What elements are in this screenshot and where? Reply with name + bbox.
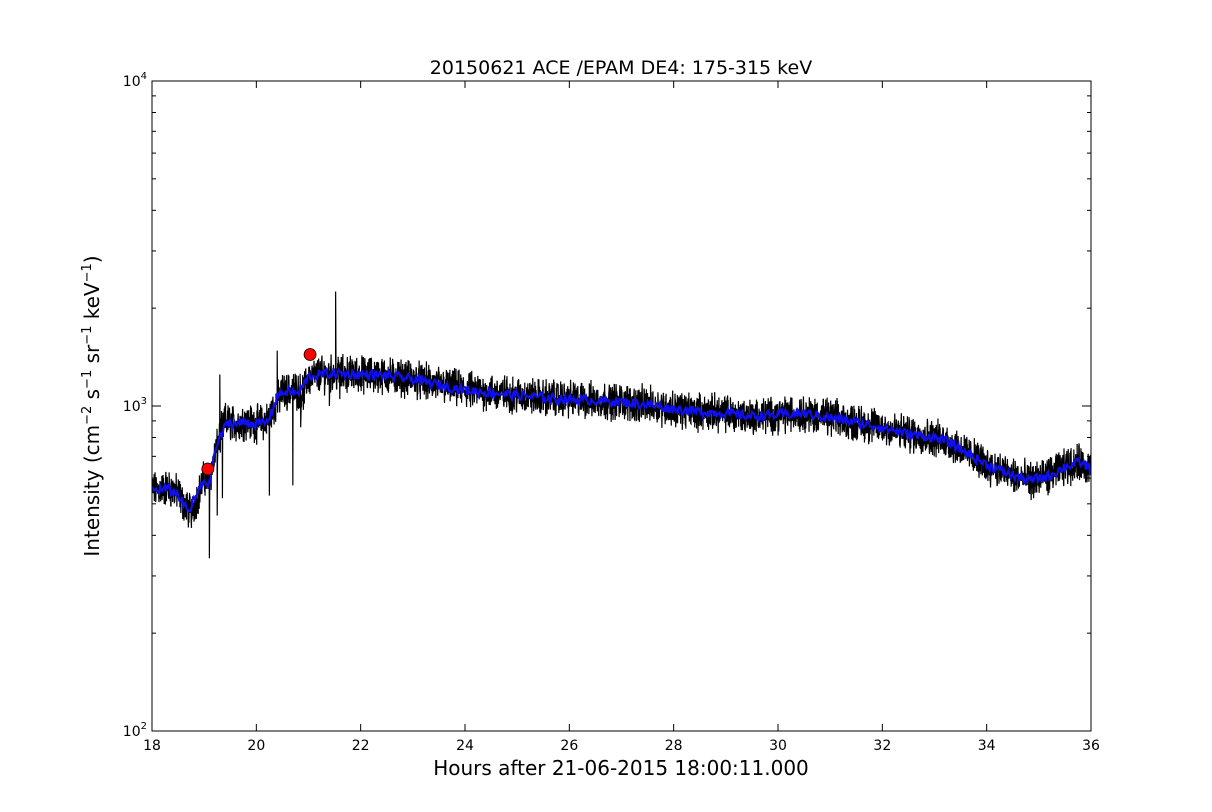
y-label-mid-3: keV (80, 282, 104, 326)
y-label-prefix: Intensity (cm (80, 425, 104, 557)
y-label-exp-4: −1 (80, 263, 95, 282)
y-tick-label: 102 (123, 721, 147, 740)
y-tick-label: 104 (123, 71, 147, 90)
x-tick-label: 32 (873, 738, 891, 754)
chart-title: 20150621 ACE /EPAM DE4: 175-315 keV (430, 57, 812, 79)
series-group (152, 291, 1091, 559)
x-tick-label: 28 (665, 738, 683, 754)
x-tick-label: 18 (143, 738, 161, 754)
y-label-exp-3: −1 (80, 326, 95, 345)
event-marker-1 (201, 462, 215, 476)
x-tick-label: 22 (352, 738, 370, 754)
axes: 18 20 22 24 26 28 30 32 34 36 102 103 104 (123, 71, 1100, 754)
y-label-mid-1: s (80, 389, 104, 406)
x-tick-label: 24 (456, 738, 474, 754)
plot-area (152, 291, 1091, 559)
y-axis-label: Intensity (cm−2 s−1 sr−1 keV−1) (80, 255, 104, 556)
raw-intensity-line (152, 291, 1091, 559)
x-tick-label: 34 (978, 738, 996, 754)
y-label-suffix: ) (80, 255, 104, 263)
x-axis-label: Hours after 21-06-2015 18:00:11.000 (433, 756, 809, 780)
x-tick-label: 20 (247, 738, 265, 754)
event-marker-2 (303, 348, 317, 361)
smoothed-intensity-line (152, 366, 1091, 513)
x-tick-label: 30 (769, 738, 787, 754)
x-tick-label: 36 (1082, 738, 1100, 754)
y-label-mid-2: sr (80, 344, 104, 370)
y-label-exp-2: −1 (80, 370, 95, 389)
y-label-exp-1: −2 (80, 406, 95, 425)
x-tick-label: 26 (560, 738, 578, 754)
y-tick-label: 103 (123, 396, 147, 415)
